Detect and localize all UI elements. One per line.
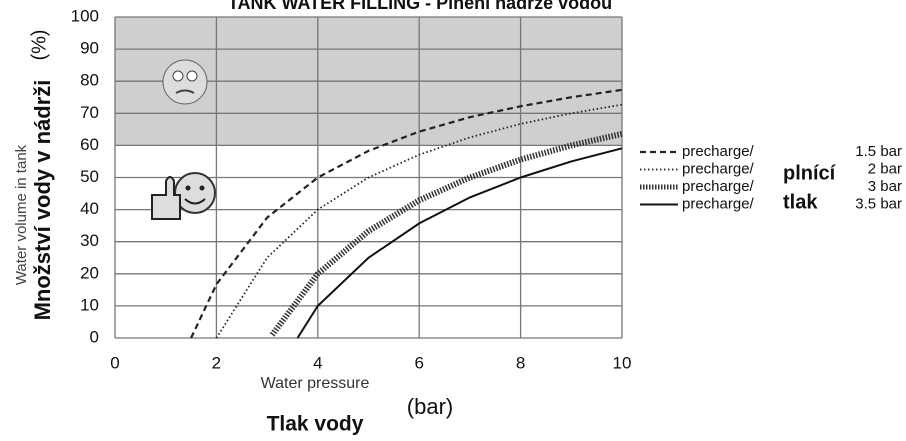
series-line [296, 147, 623, 339]
y-unit: (%) [28, 29, 50, 60]
y-tick-label: 100 [71, 6, 99, 25]
y-tick-label: 50 [80, 167, 99, 186]
x-tick-label: 10 [613, 353, 632, 372]
legend-label: precharge/ [682, 195, 755, 212]
y-label-cz: Množství vody v nádrži [30, 80, 55, 321]
y-tick-label: 30 [80, 231, 99, 250]
x-tick-label: 0 [110, 353, 119, 372]
emoji-doubt [162, 59, 208, 105]
legend-value: 1.5 bar [855, 143, 902, 160]
y-tick-label: 40 [80, 199, 99, 218]
emoji-thumbs-up [151, 172, 216, 220]
chart-title: TANK WATER FILLING - Plnění nádrže vodou [228, 0, 612, 13]
legend-value: 3 bar [868, 178, 902, 195]
legend-label: precharge/ [682, 143, 755, 160]
series-line [215, 103, 623, 339]
legend-group-label: plnící [783, 162, 837, 184]
y-tick-label: 80 [80, 71, 99, 90]
x-tick-label: 6 [414, 353, 423, 372]
y-tick-label: 60 [80, 135, 99, 154]
y-tick-label: 10 [80, 295, 99, 314]
legend-value: 3.5 bar [855, 195, 902, 212]
legend-group-label: tlak [783, 191, 818, 213]
x-label-en: Water pressure [261, 375, 370, 392]
x-tick-label: 4 [313, 353, 322, 372]
x-unit: (bar) [407, 394, 453, 419]
legend-label: precharge/ [682, 160, 755, 177]
y-tick-label: 90 [80, 39, 99, 58]
series-line [190, 88, 623, 339]
y-label-en: Water volume in tank [13, 144, 30, 285]
y-tick-label: 20 [80, 263, 99, 282]
series-line [269, 130, 623, 337]
plot-area: 0 10 20 30 40 50 60 70 80 90 100 0 2 4 6 8 10 [71, 6, 632, 372]
legend-label: precharge/ [682, 178, 755, 195]
x-label-cz: Tlak vody [267, 413, 364, 436]
x-tick-label: 2 [212, 353, 221, 372]
y-tick-label: 70 [80, 103, 99, 122]
legend-value: 2 bar [868, 160, 902, 177]
y-tick-label: 0 [90, 327, 99, 346]
x-tick-label: 8 [516, 353, 525, 372]
